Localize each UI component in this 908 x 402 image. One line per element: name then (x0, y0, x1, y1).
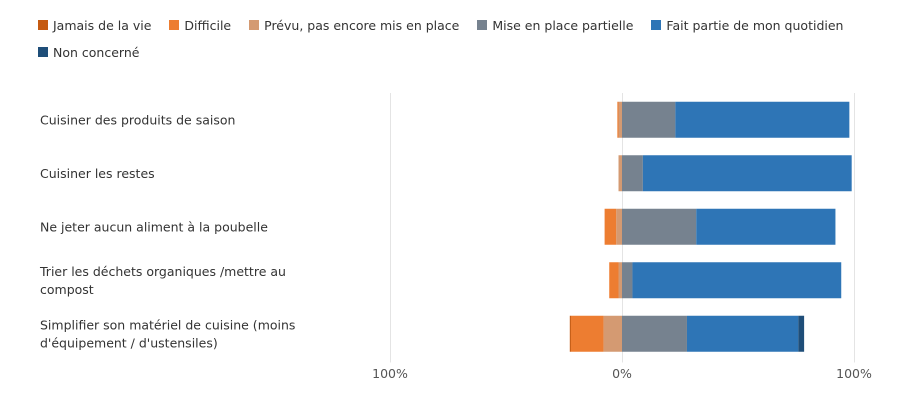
bar-segment-prevu-pas-encore-mis-en-place[interactable] (618, 262, 622, 299)
category-label: Cuisiner les restes (40, 166, 155, 181)
bar-segment-fait-partie-de-mon-quotidien[interactable] (632, 262, 842, 299)
category-label: Simplifier son matériel de cuisine (moin… (40, 317, 295, 350)
legend-item-mise-en-place-partielle[interactable]: Mise en place partielle (477, 16, 633, 34)
bar-segment-prevu-pas-encore-mis-en-place[interactable] (618, 155, 622, 192)
bar-segment-prevu-pas-encore-mis-en-place[interactable] (603, 315, 622, 352)
bar-segment-mise-en-place-partielle[interactable] (622, 208, 697, 245)
x-tick-label: 100% (836, 366, 872, 381)
legend-label: Mise en place partielle (492, 17, 634, 33)
category-label: Ne jeter aucun aliment à la poubelle (40, 219, 268, 234)
category-label: Cuisiner des produits de saison (40, 112, 235, 127)
legend-item-difficile[interactable]: Difficile (169, 16, 231, 34)
bar-segment-prevu-pas-encore-mis-en-place[interactable] (618, 101, 622, 138)
legend-item-non-concerne[interactable]: Non concerné (38, 43, 139, 61)
legend-label: Prévu, pas encore mis en place (264, 17, 460, 33)
bar-segment-difficile[interactable] (570, 315, 604, 352)
bar-segment-fait-partie-de-mon-quotidien[interactable] (696, 208, 836, 245)
legend-swatch (169, 20, 180, 30)
legend-label: Non concerné (53, 44, 140, 60)
legend-swatch (38, 47, 48, 57)
bar-segment-fait-partie-de-mon-quotidien[interactable] (686, 315, 799, 352)
bar-segment-difficile[interactable] (604, 208, 617, 245)
legend-swatch (249, 20, 260, 30)
bar-segment-mise-en-place-partielle[interactable] (622, 315, 687, 352)
bar-segment-mise-en-place-partielle[interactable] (622, 155, 643, 192)
bar-segment-non-concerne[interactable] (798, 315, 805, 352)
legend-item-jamais-de-la-vie[interactable]: Jamais de la vie (38, 16, 151, 34)
bar-segment-fait-partie-de-mon-quotidien[interactable] (675, 101, 850, 138)
bar-segment-mise-en-place-partielle[interactable] (622, 101, 676, 138)
bar-segment-fait-partie-de-mon-quotidien[interactable] (642, 155, 852, 192)
bar-segment-difficile[interactable] (609, 262, 619, 299)
legend-item-fait-partie-de-mon-quotidien[interactable]: Fait partie de mon quotidien (651, 16, 843, 34)
legend-swatch (38, 20, 48, 30)
legend-label: Difficile (184, 17, 232, 33)
x-tick-label: 100% (372, 366, 408, 381)
legend-item-prevu-pas-encore-mis-en-place[interactable]: Prévu, pas encore mis en place (249, 16, 459, 34)
x-tick-label: 0% (612, 366, 632, 381)
legend-swatch (651, 20, 662, 30)
bar-segment-prevu-pas-encore-mis-en-place[interactable] (616, 208, 622, 245)
category-label: Trier les déchets organiques /mettre au c… (39, 264, 286, 297)
legend-swatch (477, 20, 488, 30)
chart-legend: Jamais de la vie Difficile Prévu, pas enco… (38, 16, 878, 61)
bar-segment-difficile[interactable] (617, 101, 619, 138)
legend-label: Fait partie de mon quotidien (666, 17, 844, 33)
bar-segment-mise-en-place-partielle[interactable] (622, 262, 633, 299)
legend-label: Jamais de la vie (53, 17, 152, 33)
bar-segment-jamais-de-la-vie[interactable] (569, 315, 571, 352)
